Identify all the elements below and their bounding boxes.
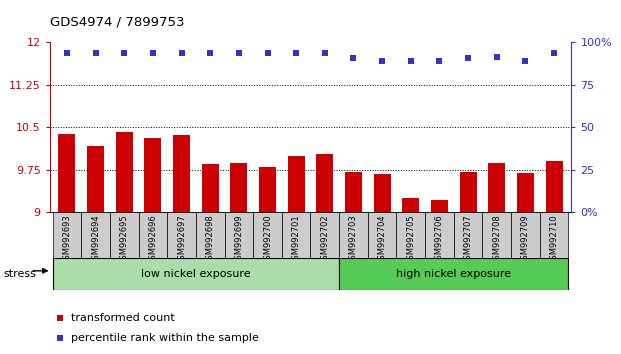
Bar	[425, 212, 454, 258]
Text: GSM992703: GSM992703	[349, 215, 358, 266]
Bar	[225, 212, 253, 258]
Point	[263, 50, 273, 56]
Point	[176, 50, 186, 56]
Point	[320, 50, 330, 56]
Text: GDS4974 / 7899753: GDS4974 / 7899753	[50, 15, 184, 28]
Bar	[488, 162, 505, 212]
Text: low nickel exposure: low nickel exposure	[141, 269, 251, 279]
Bar	[540, 212, 568, 258]
Bar	[316, 154, 333, 212]
Point	[55, 315, 65, 321]
Bar	[460, 172, 477, 212]
Bar	[288, 156, 305, 212]
Point	[549, 50, 559, 56]
Text: GSM992707: GSM992707	[464, 215, 473, 266]
Point	[205, 50, 215, 56]
Point	[55, 335, 65, 341]
Bar	[53, 212, 81, 258]
Bar	[368, 212, 396, 258]
Text: stress: stress	[3, 269, 36, 279]
Bar	[545, 161, 563, 212]
Point	[406, 58, 416, 63]
Text: transformed count: transformed count	[71, 313, 175, 323]
Point	[62, 50, 72, 56]
Text: GSM992702: GSM992702	[320, 215, 329, 266]
Bar	[81, 212, 110, 258]
Text: GSM992710: GSM992710	[550, 215, 559, 266]
Bar	[53, 258, 339, 290]
Text: GSM992693: GSM992693	[62, 215, 71, 266]
Point	[148, 50, 158, 56]
Text: GSM992694: GSM992694	[91, 215, 100, 266]
Bar	[396, 212, 425, 258]
Text: high nickel exposure: high nickel exposure	[396, 269, 511, 279]
Text: GSM992700: GSM992700	[263, 215, 272, 266]
Bar	[282, 212, 310, 258]
Point	[119, 50, 129, 56]
Point	[492, 55, 502, 60]
Bar	[483, 212, 511, 258]
Text: GSM992699: GSM992699	[234, 215, 243, 266]
Bar	[110, 212, 138, 258]
Text: GSM992705: GSM992705	[406, 215, 415, 266]
Text: GSM992708: GSM992708	[492, 215, 501, 266]
Text: GSM992706: GSM992706	[435, 215, 444, 266]
Bar	[259, 167, 276, 212]
Bar	[339, 212, 368, 258]
Bar	[374, 174, 391, 212]
Bar	[116, 132, 133, 212]
Point	[377, 58, 387, 63]
Point	[435, 58, 445, 63]
Bar	[167, 212, 196, 258]
Point	[348, 56, 358, 61]
Text: GSM992695: GSM992695	[120, 215, 129, 266]
Bar	[431, 200, 448, 212]
Point	[234, 50, 244, 56]
Text: GSM992704: GSM992704	[378, 215, 387, 266]
Bar	[511, 212, 540, 258]
Text: GSM992697: GSM992697	[177, 215, 186, 266]
Text: percentile rank within the sample: percentile rank within the sample	[71, 333, 258, 343]
Text: GSM992698: GSM992698	[206, 215, 215, 266]
Bar	[345, 172, 362, 212]
Bar	[230, 162, 247, 212]
Bar	[138, 212, 167, 258]
Text: GSM992701: GSM992701	[292, 215, 301, 266]
Bar	[173, 135, 190, 212]
Text: GSM992696: GSM992696	[148, 215, 157, 266]
Bar	[144, 138, 161, 212]
Point	[520, 58, 530, 63]
Bar	[339, 258, 568, 290]
Bar	[517, 173, 534, 212]
Bar	[58, 134, 76, 212]
Bar	[253, 212, 282, 258]
Bar	[202, 164, 219, 212]
Text: GSM992709: GSM992709	[521, 215, 530, 266]
Bar	[454, 212, 483, 258]
Point	[463, 56, 473, 61]
Bar	[402, 198, 419, 212]
Bar	[310, 212, 339, 258]
Bar	[196, 212, 225, 258]
Bar	[87, 145, 104, 212]
Point	[291, 50, 301, 56]
Point	[91, 50, 101, 56]
